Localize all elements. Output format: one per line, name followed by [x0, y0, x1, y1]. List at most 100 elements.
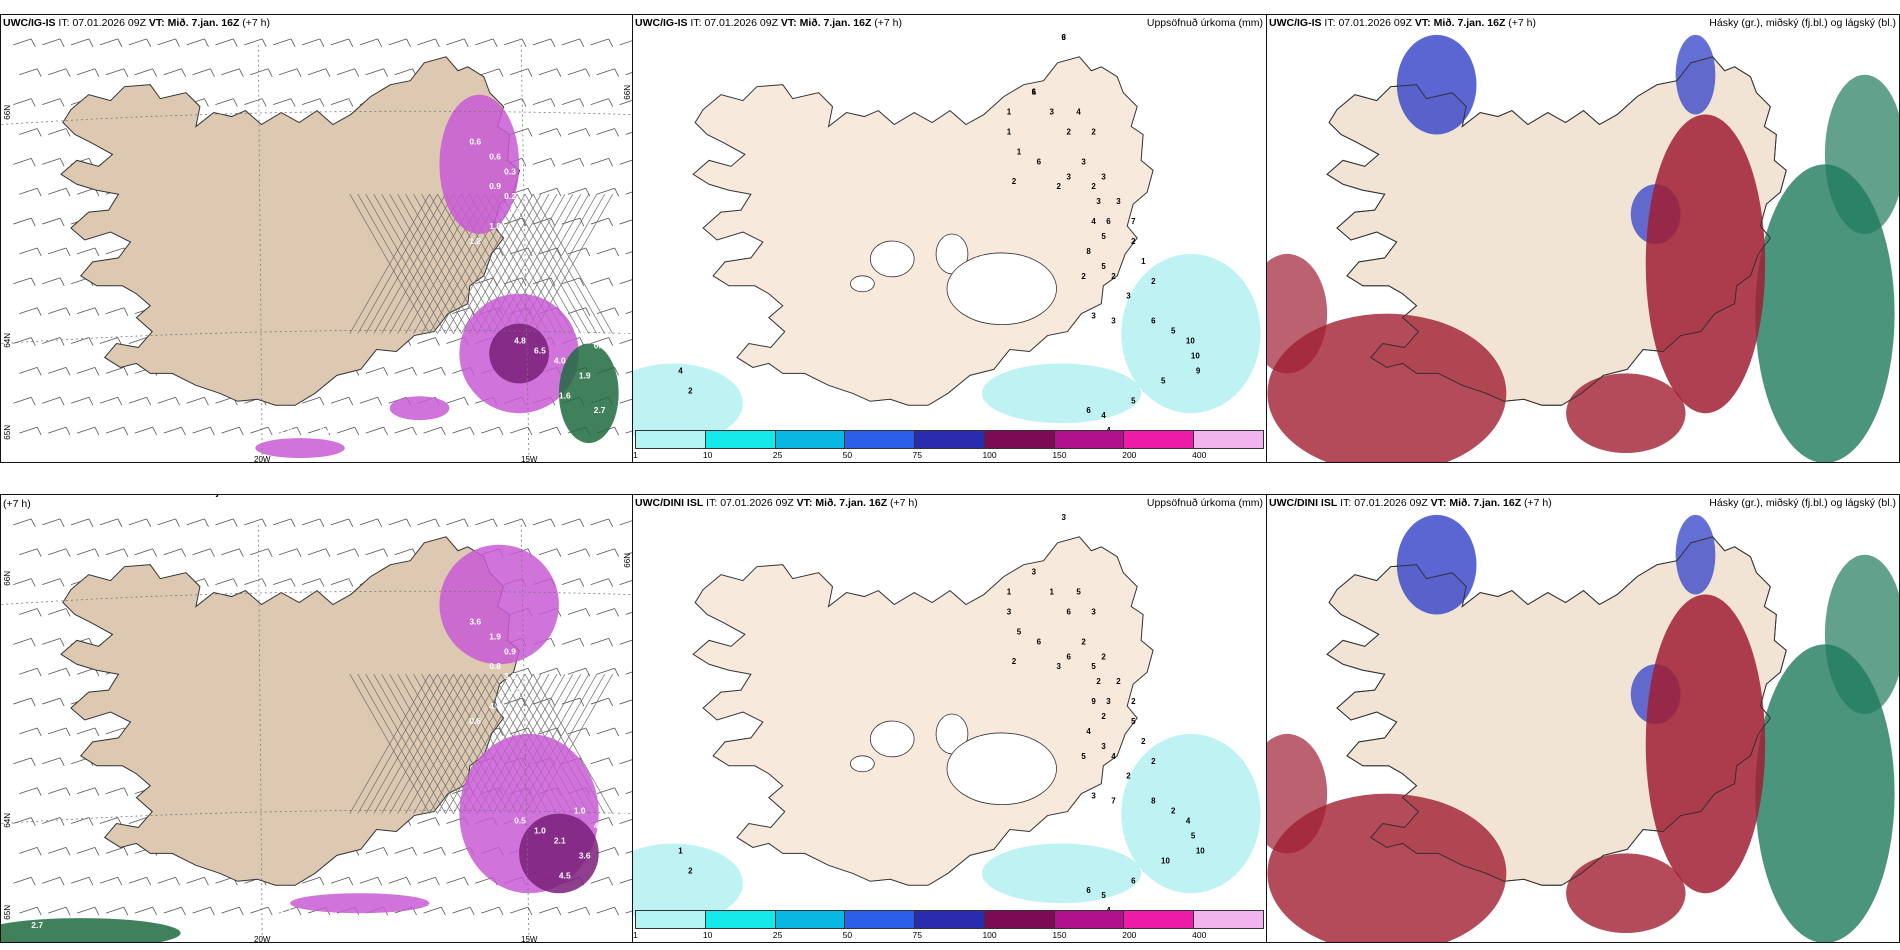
wind-speed-areas [1, 544, 599, 942]
precip-value: 4 [678, 366, 683, 375]
precip-title: Uppsöfnuð úrkoma (mm) [1146, 497, 1263, 509]
legend-tick: 150 [1052, 450, 1067, 460]
precip-value: 2 [1111, 272, 1116, 281]
precip-value: 1 [1050, 588, 1055, 597]
wind-value: 0.6 [469, 136, 481, 146]
wind-panel-row1: 0.8 0.6 0.6 0.3 0.9 0.2 1.3 1.8 1.2 4.8 6.5 4.0 0.5 0… [0, 14, 633, 463]
precip-value: 2 [1151, 757, 1156, 766]
legend-tick: 10 [702, 930, 713, 940]
legend-swatch [1054, 431, 1125, 448]
precip-value: 1 [678, 846, 683, 855]
cloud-title: Hásky (gr.), miðský (fj.bl.) og lágský (… [1709, 497, 1896, 509]
precip-value: 5 [1091, 662, 1096, 671]
panel-header: UWC/IG-IS IT: 07.01.2026 09Z VT: Mið. 7.… [3, 17, 271, 29]
precip-value: 3 [1126, 292, 1131, 301]
iceland-land [60, 56, 521, 406]
precip-value: 3 [1081, 157, 1086, 166]
wind-value: 0.8 [31, 440, 43, 450]
legend-swatch [915, 431, 985, 448]
precip-value: 4 [1111, 752, 1116, 761]
precip-value: 10 [1196, 846, 1205, 855]
legend-tick: 50 [842, 450, 853, 460]
legend-swatch [1194, 431, 1264, 448]
precip-value: 9 [1091, 697, 1096, 706]
precip-value: 2 [1081, 637, 1086, 646]
wind-value: 1.3 [509, 206, 521, 216]
wind-value: 1.6 [559, 390, 571, 400]
precip-value: 3 [1050, 108, 1055, 117]
wind-value: 6.5 [534, 345, 546, 355]
legend-swatch [845, 911, 916, 928]
legend-tick: 400 [1192, 930, 1207, 940]
precip-value: 2 [1116, 677, 1121, 686]
wind-value: 0.4 [594, 341, 606, 351]
lat-label: 65N [3, 425, 12, 440]
wind-value: 0.3 [504, 166, 516, 176]
precip-value: 6 [1086, 406, 1091, 415]
legend-tick: 1 [633, 450, 638, 460]
legend-swatch [1124, 911, 1195, 928]
precip-value: 7 [1131, 217, 1136, 226]
wind-value: 1.9 [509, 686, 521, 696]
wind-value: 3.0 [504, 671, 516, 681]
precip-value: 8 [1086, 247, 1091, 256]
precip-value: 2 [1066, 127, 1071, 136]
precip-value: 5 [1131, 717, 1136, 726]
wind-value: 4.2 [594, 885, 606, 895]
cloud-areas [1267, 34, 1899, 462]
wind-value: 4.7 [489, 701, 501, 711]
precip-value: 5 [1101, 262, 1106, 271]
wind-map: 0.80.60.60.30.90.21.31.81.24.86.54.00.50… [1, 15, 632, 462]
legend-tick: 200 [1122, 450, 1137, 460]
precip-value: 6 [1037, 157, 1042, 166]
lat-label: 65N [3, 905, 12, 920]
precip-value: 5 [1191, 831, 1196, 840]
wind-value: 4.0 [554, 355, 566, 365]
precip-value: 5 [1131, 396, 1136, 405]
wind-value: 2.7 [31, 920, 43, 930]
precip-value: 2 [1171, 807, 1176, 816]
wind-value: 1.9 [425, 865, 437, 875]
precip-value: 9 [1196, 366, 1201, 375]
precip-value: 6 [1131, 876, 1136, 885]
precip-value: 5 [1081, 752, 1086, 761]
precip-value: 6 [1086, 886, 1091, 895]
cloud-map [1267, 15, 1899, 462]
precip-legend: 1 10 25 50 75 100 150 200 400 [633, 908, 1266, 942]
legend-tick: 400 [1192, 450, 1207, 460]
panel-header: UWC/IG-IS IT: 07.01.2026 09Z VT: Mið. 7.… [635, 17, 903, 29]
wind-value: 5.6 [614, 811, 626, 821]
legend-swatch [1124, 431, 1195, 448]
wind-value: 0.8 [489, 661, 501, 671]
precip-value: 2 [1141, 737, 1146, 746]
lat-label: 64N [3, 813, 12, 828]
wind-value: 0.6 [469, 716, 481, 726]
hatch-area [349, 194, 613, 334]
precip-value: 6 [1037, 637, 1042, 646]
wind-value: 1.2 [469, 236, 481, 246]
lon-label: 15W [521, 935, 538, 943]
cloud-map [1267, 495, 1899, 942]
legend-swatch [1054, 911, 1125, 928]
legend-tick: 100 [982, 450, 997, 460]
wind-value: 0.4 [614, 331, 626, 341]
precip-value: 2 [688, 386, 693, 395]
precip-value: 4 [1186, 817, 1191, 826]
wind-value: 1.8 [489, 221, 501, 231]
legend-swatch [984, 911, 1055, 928]
lat-label: 66N [3, 105, 12, 120]
legend-tick: 25 [772, 930, 783, 940]
lon-label: 15W [521, 455, 538, 463]
legend-tick: 1 [633, 930, 638, 940]
precip-value: 2 [1101, 652, 1106, 661]
lon-label: 20W [254, 935, 271, 943]
lat-label: 66N [623, 85, 632, 100]
legend-swatch [636, 911, 706, 928]
precip-value: 3 [1091, 792, 1096, 801]
precip-title: Uppsöfnuð úrkoma (mm) [1146, 17, 1263, 29]
legend-tick: 50 [842, 930, 853, 940]
wind-value: 0.8 [320, 425, 332, 435]
cloud-title: Hásky (gr.), miðský (fj.bl.) og lágský (… [1709, 17, 1896, 29]
cloud-panel-row1: UWC/IG-IS IT: 07.01.2026 09Z VT: Mið. 7.… [1266, 14, 1900, 463]
